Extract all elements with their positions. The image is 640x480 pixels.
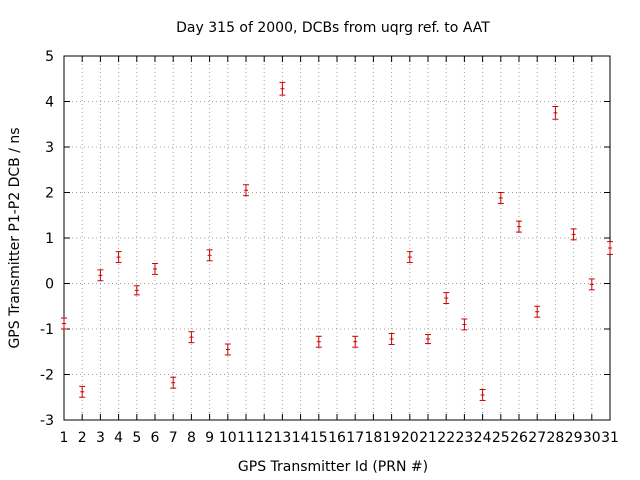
data-point-prn-22 <box>443 292 450 305</box>
data-point-prn-29 <box>570 228 577 241</box>
x-tick-label: 9 <box>205 430 214 446</box>
x-tick-label: 31 <box>601 430 619 446</box>
data-point-prn-24 <box>479 389 486 401</box>
data-point-prn-3 <box>97 269 104 282</box>
data-point-prn-19 <box>388 333 395 345</box>
y-tick-label: 0 <box>45 277 54 293</box>
x-tick-label: 4 <box>114 430 123 446</box>
x-tick-label: 24 <box>474 430 492 446</box>
x-tick-label: 25 <box>492 430 510 446</box>
x-tick-label: 18 <box>364 430 382 446</box>
data-point-prn-26 <box>516 220 522 233</box>
y-tick-label: 5 <box>45 49 54 65</box>
x-tick-label: 5 <box>132 430 141 446</box>
data-point-prn-31 <box>607 241 613 255</box>
x-tick-label: 13 <box>273 430 291 446</box>
y-tick-label: 2 <box>45 186 54 202</box>
data-point-prn-15 <box>315 335 322 348</box>
axis-ticks <box>63 55 611 421</box>
y-tick-label: -2 <box>40 368 54 384</box>
x-tick-label: 26 <box>510 430 528 446</box>
data-point-prn-27 <box>534 305 541 318</box>
x-tick-label: 6 <box>151 430 160 446</box>
x-tick-label: 3 <box>96 430 105 446</box>
y-axis-label: GPS Transmitter P1-P2 DCB / ns <box>7 127 23 348</box>
x-tick-label: 28 <box>546 430 564 446</box>
x-tick-label: 11 <box>237 430 255 446</box>
y-tick-labels: -3 -2 -1 0 1 2 3 4 5 <box>40 49 54 429</box>
y-tick-label: 4 <box>45 95 54 111</box>
data-point-prn-13 <box>279 81 286 96</box>
x-tick-label: 16 <box>328 430 346 446</box>
data-point-prn-25 <box>497 192 504 204</box>
data-point-prn-2 <box>79 385 86 398</box>
data-point-prn-5 <box>133 285 140 296</box>
data-point-prn-20 <box>406 251 413 264</box>
y-tick-label: -1 <box>40 322 54 338</box>
y-tick-label: -3 <box>40 413 54 429</box>
x-tick-label: 19 <box>383 430 401 446</box>
x-tick-label: 2 <box>78 430 87 446</box>
data-point-prn-1 <box>61 317 67 330</box>
x-tick-label: 14 <box>292 430 310 446</box>
data-point-prn-6 <box>152 262 158 275</box>
x-tick-label: 30 <box>583 430 601 446</box>
data-point-prn-17 <box>352 335 359 348</box>
x-tick-label: 15 <box>310 430 328 446</box>
data-point-prn-23 <box>461 318 468 331</box>
x-tick-label: 27 <box>528 430 546 446</box>
x-tick-label: 21 <box>419 430 437 446</box>
y-tick-label: 1 <box>45 231 54 247</box>
data-point-prn-9 <box>206 249 213 262</box>
data-point-prn-11 <box>243 184 249 197</box>
x-tick-label: 20 <box>401 430 419 446</box>
grid-lines <box>64 56 610 420</box>
data-point-prn-4 <box>115 251 122 264</box>
x-tick-label: 22 <box>437 430 455 446</box>
x-axis-label: GPS Transmitter Id (PRN #) <box>238 459 428 475</box>
x-tick-label: 7 <box>169 430 178 446</box>
data-point-prn-30 <box>588 278 595 291</box>
x-tick-label: 8 <box>187 430 196 446</box>
data-point-prn-8 <box>188 331 195 344</box>
x-tick-label: 12 <box>255 430 273 446</box>
data-point-prn-28 <box>552 106 559 120</box>
x-tick-label: 17 <box>346 430 364 446</box>
chart-title: Day 315 of 2000, DCBs from uqrg ref. to … <box>176 20 490 36</box>
data-point-prn-7 <box>170 376 177 389</box>
x-tick-label: 23 <box>455 430 473 446</box>
x-tick-label: 10 <box>219 430 237 446</box>
x-tick-label: 1 <box>60 430 69 446</box>
data-point-prn-21 <box>425 333 431 345</box>
data-points <box>61 81 613 401</box>
data-point-prn-10 <box>224 343 231 356</box>
x-tick-label: 29 <box>565 430 583 446</box>
x-tick-labels: 1 2 3 4 5 6 7 8 9 10 11 12 13 14 15 16 17 18 19 20 21 22 23 24 2… <box>60 430 619 446</box>
y-tick-label: 3 <box>45 140 54 156</box>
